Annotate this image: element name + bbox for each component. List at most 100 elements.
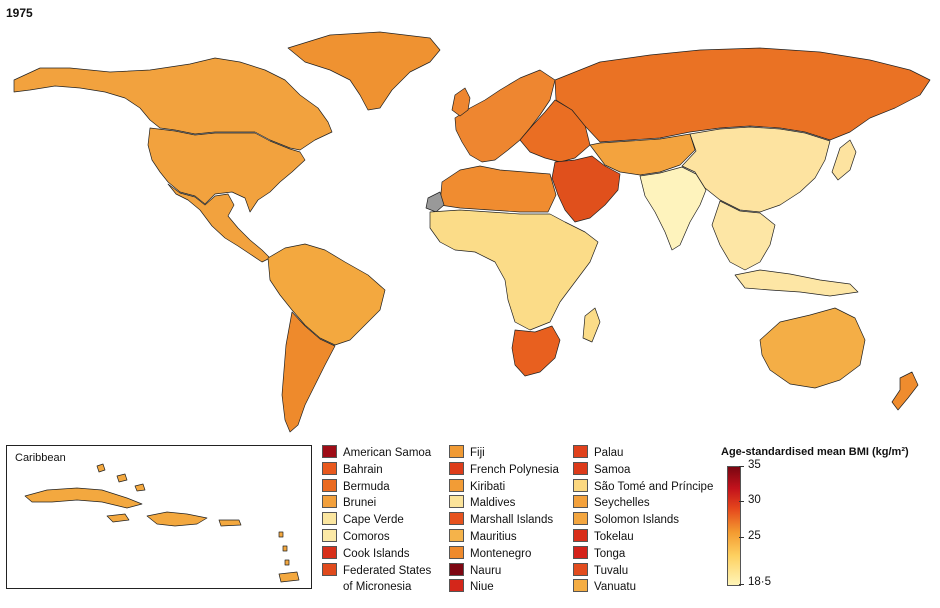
legend-swatch xyxy=(573,512,588,526)
region-south-asia xyxy=(639,166,707,251)
region-usa xyxy=(147,127,306,213)
region-china xyxy=(681,126,831,213)
colorbar-title: Age-standardised mean BMI (kg/m²) xyxy=(721,446,909,458)
island-jamaica xyxy=(106,513,130,523)
legend-swatch xyxy=(322,495,337,509)
legend-item: American Samoa xyxy=(322,445,431,462)
colorbar-tick-label: 25 xyxy=(748,530,761,542)
region-australia xyxy=(759,307,866,389)
legend-item: São Tomé and Príncipe xyxy=(573,478,714,496)
legend-item: Mauritius xyxy=(449,528,559,546)
legend-label: Niue xyxy=(470,581,494,594)
legend-label: Vanuatu xyxy=(594,581,636,594)
legend-swatch xyxy=(449,545,464,559)
legend-item: Bermuda xyxy=(322,478,431,496)
legend-swatch xyxy=(322,528,337,542)
region-middle-east xyxy=(551,155,621,223)
legend-item: Maldives xyxy=(449,495,559,512)
legend-label: Samoa xyxy=(594,463,631,476)
legend-item: Bahrain xyxy=(322,461,431,479)
legend-swatch xyxy=(322,545,337,559)
legend-swatch xyxy=(322,461,337,475)
legend-label: Maldives xyxy=(470,497,516,510)
colorbar-tick-label: 35 xyxy=(748,459,761,471)
region-europe-east xyxy=(519,99,591,163)
legend-swatch xyxy=(573,579,588,593)
legend-label: São Tomé and Príncipe xyxy=(594,480,714,493)
region-south-america-north xyxy=(267,243,386,346)
legend-swatch xyxy=(449,478,464,492)
legend-label-continued: of Micronesia xyxy=(343,580,412,593)
island-puerto-rico xyxy=(218,519,242,527)
colorbar-tick xyxy=(739,466,744,467)
legend-label: Seychelles xyxy=(594,497,650,510)
region-uk xyxy=(451,87,471,117)
legend-label: Nauru xyxy=(470,564,502,577)
legend-label: Palau xyxy=(594,447,624,459)
legend-item: Federated States of Micronesia xyxy=(322,562,432,596)
legend-swatch xyxy=(322,562,337,576)
legend-swatch xyxy=(322,512,337,526)
legend-swatch xyxy=(573,478,588,492)
caribbean-inset: Caribbean xyxy=(6,445,312,589)
legend-label: Cape Verde xyxy=(343,514,404,527)
region-japan xyxy=(831,139,857,181)
region-greenland xyxy=(287,31,441,111)
legend-item: Fiji xyxy=(449,445,559,462)
legend-item: Tokelau xyxy=(573,528,713,546)
map-year-title: 1975 xyxy=(6,6,33,20)
legend-swatch xyxy=(449,579,464,593)
legend-item: Niue xyxy=(449,579,559,596)
legend-item: Vanuatu xyxy=(573,579,713,596)
region-south-cone xyxy=(281,311,336,433)
legend-label: Tonga xyxy=(594,547,626,560)
legend-label: Mauritius xyxy=(470,530,517,543)
legend-item: Solomon Islands xyxy=(573,512,713,529)
colorbar xyxy=(727,466,741,586)
legend-item: Cape Verde xyxy=(322,512,431,529)
legend-label: Bahrain xyxy=(343,463,383,476)
colorbar-tick-label: 30 xyxy=(748,494,761,506)
colorbar-tick xyxy=(739,537,744,538)
region-western-sahara xyxy=(425,191,445,213)
legend-column-1: American Samoa Bahrain Bermuda Brunei Cape V… xyxy=(322,445,431,596)
legend-label: Bermuda xyxy=(343,480,390,493)
island-cuba xyxy=(24,487,143,509)
region-southern-africa xyxy=(511,325,561,377)
region-mexico xyxy=(167,183,271,263)
legend-item: Tuvalu xyxy=(573,562,713,580)
region-madagascar xyxy=(582,307,601,343)
legend-item: Brunei xyxy=(322,495,431,512)
legend-swatch xyxy=(573,461,588,475)
legend-label: Comoros xyxy=(343,530,390,543)
legend-label: Federated States xyxy=(343,564,432,577)
legend-swatch xyxy=(449,495,464,509)
legend-swatch xyxy=(449,512,464,526)
caribbean-map xyxy=(24,463,300,583)
legend-label: Kiribati xyxy=(470,480,506,493)
legend-label: Brunei xyxy=(343,497,377,510)
legend-item: Kiribati xyxy=(449,478,559,496)
legend-item: Tonga xyxy=(573,545,713,563)
island-hispaniola xyxy=(146,511,208,527)
region-europe-west xyxy=(454,69,556,163)
colorbar-tick xyxy=(739,501,744,502)
legend-swatch xyxy=(449,528,464,542)
region-canada xyxy=(13,57,333,151)
legend-item: Palau xyxy=(573,445,713,462)
legend-swatch xyxy=(573,562,588,576)
legend-item: Seychelles xyxy=(573,495,713,512)
legend-label: Fiji xyxy=(470,447,485,459)
legend-item: Marshall Islands xyxy=(449,512,559,529)
caribbean-title: Caribbean xyxy=(15,452,66,464)
colorbar-tick-label: 18·5 xyxy=(748,576,772,588)
legend-label: French Polynesia xyxy=(470,463,559,476)
region-new-zealand xyxy=(891,371,919,411)
legend-label: American Samoa xyxy=(343,447,432,459)
legend-item: Nauru xyxy=(449,562,559,580)
region-sub-saharan xyxy=(429,209,599,331)
region-indonesia xyxy=(734,269,859,297)
legend-swatch xyxy=(573,495,588,509)
legend-item: Montenegro xyxy=(449,545,559,563)
region-russia xyxy=(554,47,931,143)
